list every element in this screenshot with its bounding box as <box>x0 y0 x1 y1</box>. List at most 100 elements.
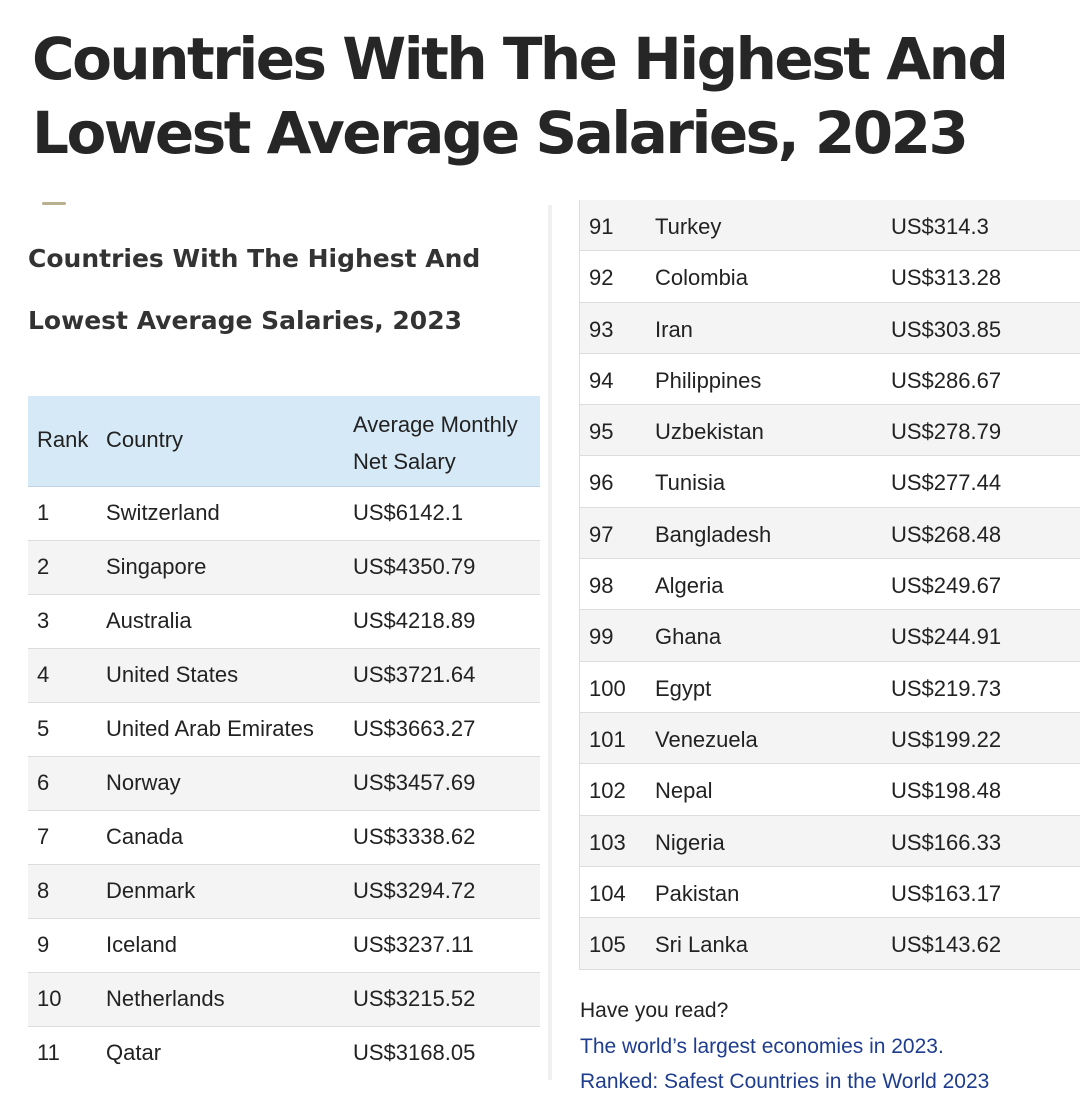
salary-cell: US$166.33 <box>891 829 1002 855</box>
have-you-read-label: Have you read? <box>580 999 729 1022</box>
table-row: 10 Netherlands US$3215.52 <box>28 973 540 1027</box>
table-row: 3 Australia US$4218.89 <box>28 595 540 649</box>
salary-table-bottom: 91 Turkey US$314.3 92 Colombia US$313.28 93 Ira… <box>579 200 1080 971</box>
rank-cell: 10 <box>37 986 62 1011</box>
rank-cell: 102 <box>589 778 626 804</box>
page-title: Countries With The Highest And Lowest Av… <box>32 25 1009 167</box>
salary-cell: US$143.62 <box>891 932 1002 958</box>
header-rank: Rank <box>37 427 89 452</box>
salary-cell: US$3663.27 <box>353 716 476 741</box>
table-row: 11 Qatar US$3168.05 <box>28 1027 540 1080</box>
country-cell: Singapore <box>106 554 207 579</box>
country-cell: Pakistan <box>655 880 740 906</box>
table-row: 101 Venezuela US$199.22 <box>580 712 1080 765</box>
rank-cell: 2 <box>37 554 50 579</box>
salary-cell: US$3294.72 <box>353 878 476 903</box>
rank-cell: 1 <box>37 500 50 525</box>
salary-cell: US$3168.05 <box>353 1040 476 1065</box>
salary-cell: US$3721.64 <box>353 662 476 687</box>
rank-cell: 100 <box>589 675 626 701</box>
table-row: 102 Nepal US$198.48 <box>580 764 1080 816</box>
country-cell: Algeria <box>655 573 724 599</box>
country-cell: United States <box>106 662 239 687</box>
salary-cell: US$163.17 <box>891 880 1002 906</box>
rank-cell: 97 <box>589 521 614 547</box>
rank-cell: 105 <box>589 932 626 958</box>
related-link-largest-economies[interactable]: The world’s largest economies in 2023. <box>580 1035 944 1058</box>
country-cell: Uzbekistan <box>655 419 764 445</box>
rank-cell: 11 <box>37 1040 60 1065</box>
country-cell: Tunisia <box>655 470 726 496</box>
table-row: 98 Algeria US$249.67 <box>580 559 1080 611</box>
table-row: 97 Bangladesh US$268.48 <box>580 507 1080 560</box>
table-header: Rank Country Average Monthly Net Salary <box>28 396 540 487</box>
table-body-top: 1 Switzerland US$6142.1 2 Singapore US$4350.7… <box>28 487 540 1080</box>
salary-cell: US$198.48 <box>891 778 1002 804</box>
table-row: 7 Canada US$3338.62 <box>28 811 540 865</box>
country-cell: Australia <box>106 608 192 633</box>
country-cell: Egypt <box>655 675 712 701</box>
country-cell: Canada <box>106 824 184 849</box>
article-panel: Countries With The Highest And Lowest Av… <box>28 200 540 1080</box>
header-salary: Average Monthly Net Salary <box>353 412 518 474</box>
table-row: 105 Sri Lanka US$143.62 <box>580 918 1080 970</box>
table-row: 92 Colombia US$313.28 <box>580 251 1080 303</box>
salary-cell: US$278.79 <box>891 419 1002 445</box>
rank-cell: 4 <box>37 662 50 687</box>
salary-cell: US$4350.79 <box>353 554 476 579</box>
salary-cell: US$268.48 <box>891 521 1002 547</box>
table-row: 103 Nigeria US$166.33 <box>580 815 1080 867</box>
rank-cell: 96 <box>589 470 614 496</box>
related-link-safest-countries[interactable]: Ranked: Safest Countries in the World 20… <box>580 1070 990 1093</box>
rank-cell: 94 <box>589 367 614 393</box>
salary-cell: US$314.3 <box>891 214 989 239</box>
rank-cell: 7 <box>37 824 50 849</box>
table-row: 9 Iceland US$3237.11 <box>28 919 540 973</box>
country-cell: Colombia <box>655 265 748 291</box>
article-subtitle: Countries With The Highest And Lowest Av… <box>28 244 481 335</box>
rank-cell: 8 <box>37 878 50 903</box>
salary-cell: US$3457.69 <box>353 770 476 795</box>
rank-cell: 101 <box>589 726 626 752</box>
salary-cell: US$199.22 <box>891 726 1002 752</box>
salary-cell: US$249.67 <box>891 573 1002 599</box>
country-cell: Qatar <box>106 1040 162 1065</box>
country-cell: Netherlands <box>106 986 225 1011</box>
salary-table-top: Rank Country Average Monthly Net Salary … <box>28 396 540 1080</box>
rank-cell: 91 <box>589 214 614 239</box>
salary-cell: US$3237.11 <box>353 932 474 957</box>
rank-cell: 99 <box>589 624 614 650</box>
country-cell: Bangladesh <box>655 521 772 547</box>
country-cell: Switzerland <box>106 500 220 525</box>
rank-cell: 3 <box>37 608 50 633</box>
table-row: 100 Egypt US$219.73 <box>580 662 1080 713</box>
rank-cell: 92 <box>589 265 614 291</box>
table-row: 4 United States US$3721.64 <box>28 649 540 703</box>
logo-mark <box>42 202 66 205</box>
salary-cell: US$244.91 <box>891 624 1002 650</box>
table-row: 8 Denmark US$3294.72 <box>28 865 540 919</box>
country-cell: Philippines <box>655 367 762 393</box>
table-row: 6 Norway US$3457.69 <box>28 757 540 811</box>
salary-cell: US$303.85 <box>891 316 1002 342</box>
rank-cell: 6 <box>37 770 50 795</box>
country-cell: Nigeria <box>655 829 725 855</box>
country-cell: Iceland <box>106 932 177 957</box>
salary-cell: US$286.67 <box>891 367 1002 393</box>
salary-cell: US$277.44 <box>891 470 1002 496</box>
country-cell: United Arab Emirates <box>106 716 314 741</box>
table-row: 99 Ghana US$244.91 <box>580 610 1080 662</box>
header-country: Country <box>106 427 184 452</box>
country-cell: Venezuela <box>655 726 758 752</box>
salary-cell: US$219.73 <box>891 675 1002 701</box>
rank-cell: 103 <box>589 829 626 855</box>
salary-cell: US$313.28 <box>891 265 1002 291</box>
country-cell: Nepal <box>655 778 713 804</box>
column-divider <box>548 205 552 1080</box>
rank-cell: 9 <box>37 932 50 957</box>
table-row: 96 Tunisia US$277.44 <box>580 456 1080 508</box>
salary-cell: US$4218.89 <box>353 608 476 633</box>
table-row: 95 Uzbekistan US$278.79 <box>580 405 1080 457</box>
rank-cell: 93 <box>589 316 614 342</box>
table-row: 91 Turkey US$314.3 <box>580 200 1080 252</box>
